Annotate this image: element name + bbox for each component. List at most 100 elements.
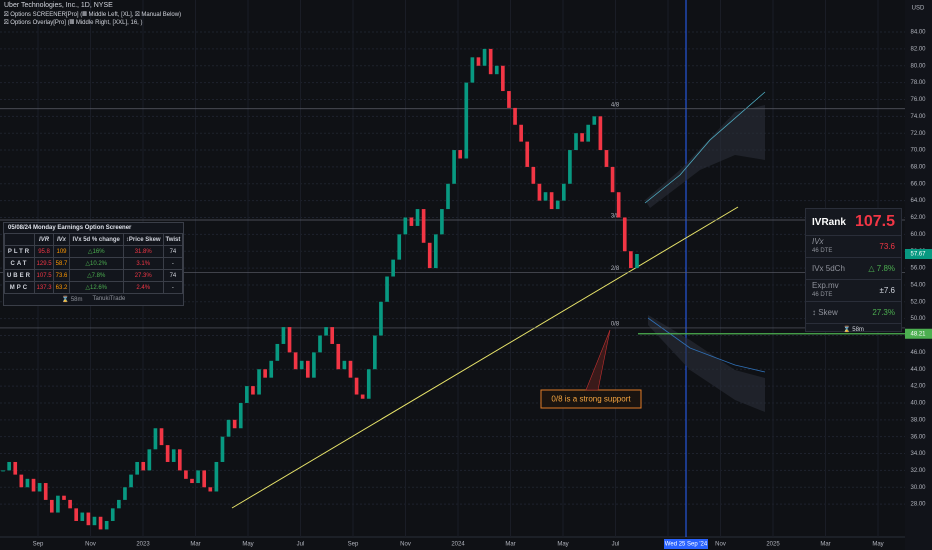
candle xyxy=(177,449,182,471)
candle xyxy=(56,495,60,513)
candle xyxy=(19,474,24,488)
candle xyxy=(592,116,597,125)
ivx-dte: 46 DTE xyxy=(812,248,833,254)
candle xyxy=(415,209,420,226)
projection-line-down xyxy=(647,317,766,373)
cell: △7.8% xyxy=(68,269,124,282)
candle xyxy=(141,461,146,471)
ivx-value: 73.6 xyxy=(879,242,895,251)
skew-label: ↕ Skew xyxy=(812,308,838,317)
candle xyxy=(25,478,30,488)
candle xyxy=(482,48,487,66)
y-tick-label: 54.00 xyxy=(910,283,926,289)
level-label: 2/8 xyxy=(611,266,620,272)
candle xyxy=(263,369,267,378)
cell: 58.7 xyxy=(53,257,70,270)
candle xyxy=(574,133,578,151)
cell: 95.8 xyxy=(33,245,55,258)
candle xyxy=(324,327,328,336)
cell: 3.1% xyxy=(122,257,164,270)
y-tick-label: 60.00 xyxy=(910,232,926,238)
header-cell: Twist xyxy=(162,233,184,246)
support-tag xyxy=(905,328,932,339)
header-cell: IVR xyxy=(33,233,55,246)
candle xyxy=(470,57,475,83)
candle xyxy=(586,124,591,142)
y-tick-label: 32.00 xyxy=(910,468,926,474)
x-tick-label: Nov xyxy=(85,542,96,548)
candle xyxy=(409,217,414,226)
row: PLTR 95.8 109 △16% 31.8% 74 xyxy=(4,245,184,258)
candle xyxy=(543,192,548,201)
candle xyxy=(507,91,511,108)
level-label: 3/8 xyxy=(611,214,620,220)
cell: 73.6 xyxy=(53,269,70,282)
header-cell xyxy=(4,233,35,246)
candle xyxy=(555,200,560,210)
candle xyxy=(610,166,615,193)
y-tick-label: 40.00 xyxy=(910,401,926,407)
y-tick-label: 44.00 xyxy=(910,367,926,373)
exp-dte: 46 DTE xyxy=(812,292,833,298)
candle xyxy=(568,150,572,184)
screener-table: IVR IVx IVx 5d % change ↕Price Skew Twist PLT… xyxy=(4,233,184,294)
candle xyxy=(616,192,621,218)
candle xyxy=(159,428,164,446)
cell: 109 xyxy=(53,245,70,258)
y-tick-label: 62.00 xyxy=(910,215,926,221)
row: CAT 129.5 58.7 △10.2% 3.1% - xyxy=(4,257,184,270)
x-tick-label: Mar xyxy=(505,542,515,548)
candle xyxy=(104,520,109,530)
cell: 31.8% xyxy=(122,245,164,258)
header-cell: IVx 5d % change xyxy=(68,233,124,246)
ch-value: △ 7.8% xyxy=(868,264,895,273)
candle xyxy=(452,150,456,184)
currency: USD xyxy=(912,6,925,12)
indicator-line: ⛝ Options SCREENER[Pro] (▦ Middle Left, … xyxy=(4,12,182,18)
candle xyxy=(135,461,139,475)
y-tick-label: 78.00 xyxy=(910,80,926,86)
x-tick-label: Nov xyxy=(400,542,411,548)
row: MPC 137.3 63.2 △12.6% 2.4% - xyxy=(4,281,184,294)
x-tick-label: 2025 xyxy=(766,542,780,548)
candle xyxy=(312,352,316,378)
x-tick-label: Sep xyxy=(33,542,44,548)
candle xyxy=(110,508,115,521)
cell: UBER xyxy=(4,269,35,282)
candle xyxy=(513,107,517,125)
row: UBER 107.5 73.6 △7.8% 27.3% 74 xyxy=(4,269,184,282)
y-tick-label: 82.00 xyxy=(910,46,926,52)
header-cell: ↕Price Skew xyxy=(122,233,164,246)
candle xyxy=(629,251,633,269)
cell: 27.3% xyxy=(122,269,164,282)
y-tick-label: 80.00 xyxy=(910,63,926,69)
candle xyxy=(336,343,341,370)
y-tick-label: 66.00 xyxy=(910,181,926,187)
candle xyxy=(98,516,103,530)
header-cell: IVx xyxy=(53,233,70,246)
price-axis xyxy=(905,0,932,550)
candle xyxy=(379,301,383,336)
candle xyxy=(13,461,18,475)
cell: 74 xyxy=(162,269,184,282)
candle xyxy=(531,166,536,184)
candle xyxy=(354,377,359,395)
x-tick-label: May xyxy=(557,542,568,548)
candle xyxy=(537,183,542,201)
candle xyxy=(622,217,627,252)
exp-label: Exp.mv xyxy=(812,281,839,290)
candle xyxy=(373,335,377,370)
x-tick-label: Mar xyxy=(190,542,200,548)
candle xyxy=(397,234,402,260)
screener-title: 05/08/24 Monday Earnings Option Screener xyxy=(8,225,132,231)
candle xyxy=(232,419,237,429)
candle xyxy=(348,360,353,378)
candle xyxy=(287,327,292,353)
candle xyxy=(257,369,261,395)
candle xyxy=(37,483,42,492)
candle xyxy=(580,133,584,142)
y-tick-label: 68.00 xyxy=(910,164,926,170)
screener: 05/08/24 Monday Earnings Option Screener… xyxy=(3,222,184,306)
candle xyxy=(269,360,274,378)
candle xyxy=(561,183,566,201)
